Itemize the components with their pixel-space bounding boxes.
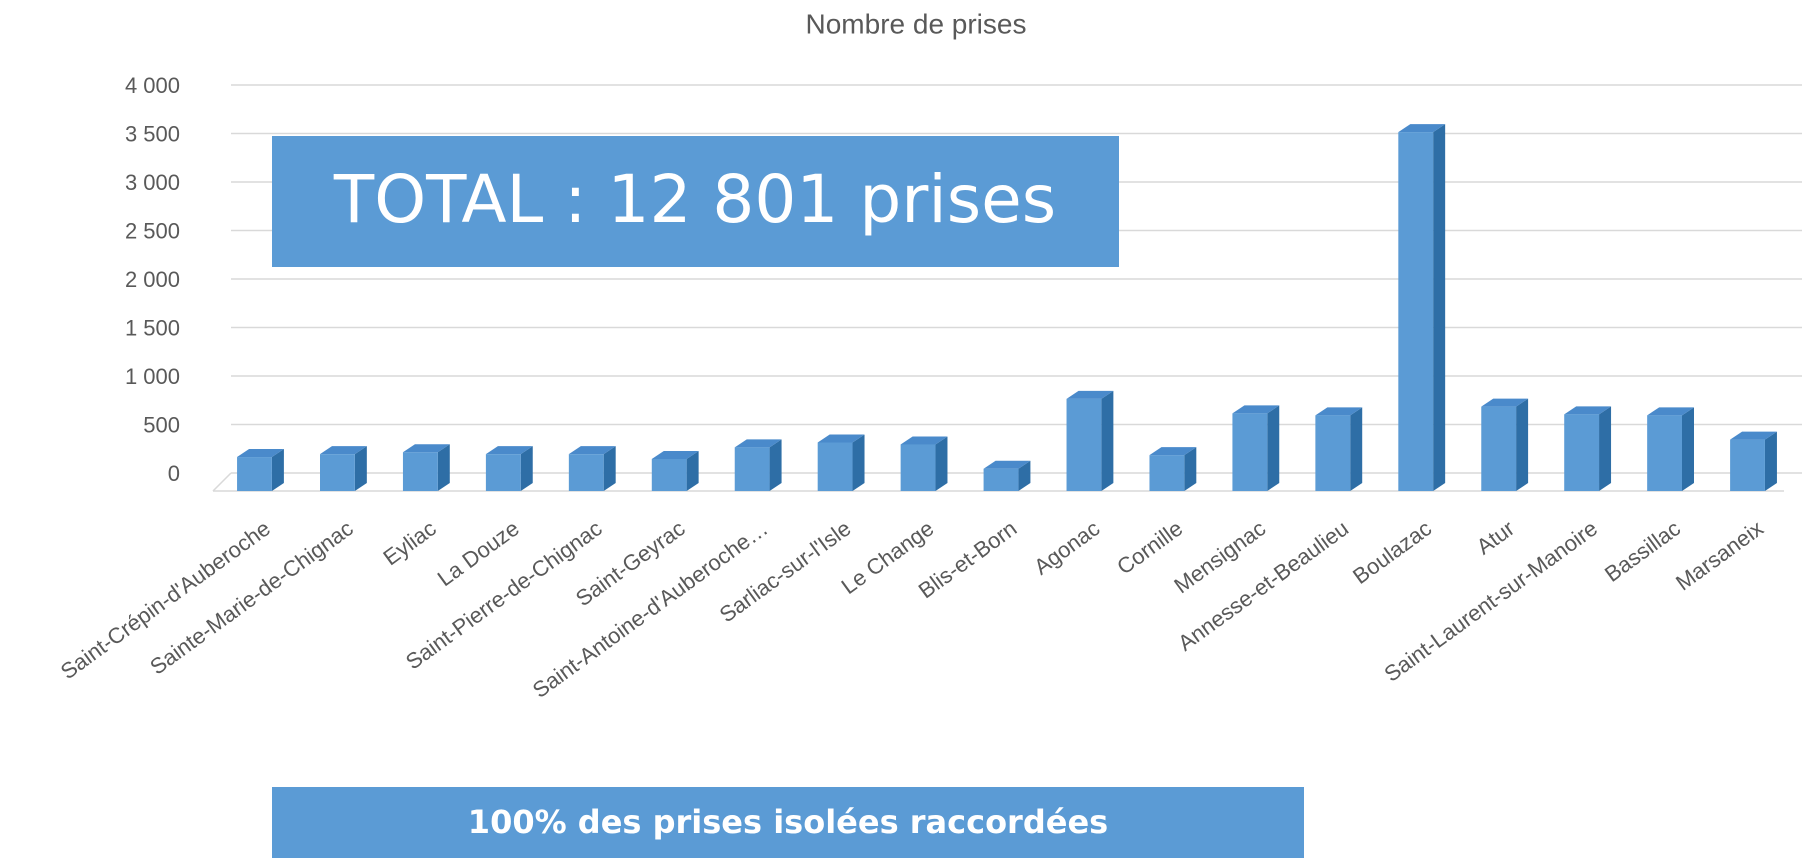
bar: [734, 447, 770, 491]
floor-depth: [212, 472, 232, 492]
bar-top: [1066, 390, 1114, 399]
x-tick-label: Boulazac: [1348, 516, 1436, 589]
bar-side: [1184, 447, 1197, 491]
x-tick-label: Cornille: [1112, 516, 1187, 580]
x-tick-label: Marsaneix: [1671, 516, 1768, 596]
bar-side: [437, 444, 450, 491]
bar: [1315, 415, 1351, 491]
bar: [485, 454, 521, 491]
bar: [1232, 413, 1268, 491]
bar-top: [1232, 405, 1280, 414]
bar-top: [237, 449, 284, 458]
bar: [402, 452, 438, 491]
bar-side: [1516, 398, 1529, 491]
bar: [1647, 415, 1682, 491]
bar-side: [1267, 405, 1280, 491]
bar: [1398, 132, 1434, 491]
bar-side: [1681, 407, 1694, 491]
bar: [1564, 414, 1600, 491]
bar-top: [485, 446, 533, 455]
bar-side: [1433, 124, 1446, 491]
total-label: TOTAL : 12 801 prises: [333, 161, 1056, 238]
bar-side: [1018, 460, 1031, 491]
bar: [568, 454, 604, 491]
bar: [1481, 406, 1517, 491]
bar-top: [1647, 407, 1694, 416]
bar: [1730, 439, 1765, 491]
bar-side: [1350, 407, 1363, 491]
y-tick-label: 1 500: [125, 315, 180, 340]
bar-side: [769, 439, 782, 491]
bar-top: [1149, 447, 1197, 456]
bar: [817, 442, 853, 491]
footer-box: [272, 787, 1304, 858]
bar-side: [1101, 390, 1114, 491]
y-tick-label: 3 000: [125, 170, 180, 195]
bar-top: [651, 450, 699, 459]
bar: [320, 454, 355, 491]
bar: [983, 468, 1019, 491]
bar-top: [1730, 431, 1777, 440]
bar-top: [734, 439, 782, 448]
bar-side: [1599, 406, 1612, 491]
y-tick-label: 1 000: [125, 364, 180, 389]
bar-top: [900, 436, 948, 445]
chart-title: Nombre de prises: [806, 8, 1027, 39]
bar-top: [817, 434, 865, 443]
bar: [1149, 455, 1185, 491]
bar-top: [1398, 124, 1446, 133]
bar-top: [568, 446, 616, 455]
bar: [1066, 398, 1102, 491]
x-tick-label: Atur: [1472, 516, 1519, 560]
y-tick-label: 3 500: [125, 121, 180, 146]
x-tick-label: Eyliac: [379, 516, 441, 571]
bar-side: [271, 449, 284, 491]
y-tick-label: 4 000: [125, 73, 180, 98]
bar-side: [1764, 431, 1777, 491]
bar-side: [603, 446, 616, 491]
bar-top: [1315, 407, 1363, 416]
bar-side: [354, 446, 367, 491]
y-tick-label: 2 000: [125, 267, 180, 292]
bar: [651, 458, 687, 491]
bar-top: [1481, 398, 1529, 407]
bar-side: [935, 436, 948, 491]
bar-top: [983, 460, 1031, 469]
bar-side: [520, 446, 533, 491]
total-box: [272, 136, 1119, 267]
y-tick-label: 500: [143, 412, 180, 437]
bar-top: [402, 444, 450, 453]
bar: [900, 444, 936, 491]
bar-side: [852, 434, 865, 491]
bar-top: [1564, 406, 1612, 415]
y-tick-label: 0: [168, 461, 180, 486]
bar-top: [320, 446, 367, 455]
y-tick-label: 2 500: [125, 218, 180, 243]
footer-label: 100% des prises isolées raccordées: [468, 803, 1108, 841]
bar-side: [686, 450, 699, 491]
bar: [237, 457, 272, 491]
x-tick-label: Agonac: [1029, 516, 1104, 580]
